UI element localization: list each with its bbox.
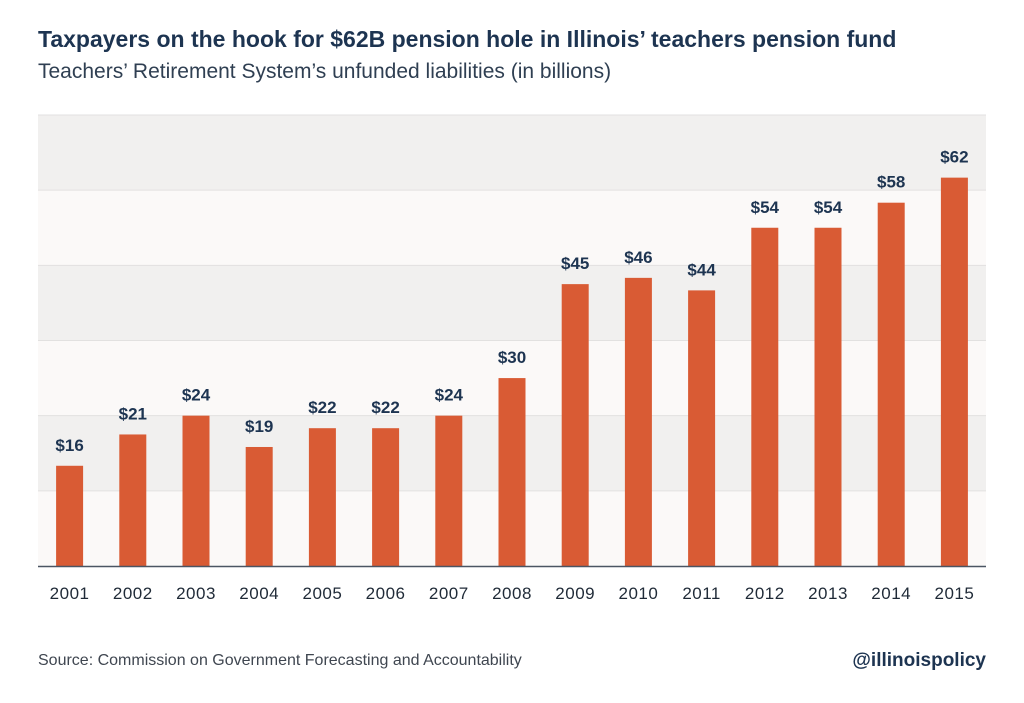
- chart-title: Taxpayers on the hook for $62B pension h…: [38, 26, 897, 52]
- background-band: [38, 265, 986, 341]
- value-label: $45: [561, 254, 589, 273]
- bars: [56, 177, 968, 566]
- bar-2002: [119, 434, 147, 566]
- x-tick-labels: 2001 2002 2003 2004 2005 2006 2007 2008 2009 2010…: [50, 584, 974, 603]
- value-label: $44: [687, 260, 716, 279]
- x-tick-label: 2014: [871, 584, 911, 603]
- bar-2005: [308, 428, 336, 566]
- bar-2003: [182, 415, 210, 566]
- value-labels: $16 $21 $24 $19 $22 $22 $24 $30 $45 $46 $44 $54 $54 $…: [55, 148, 968, 455]
- bar-2008: [498, 378, 526, 566]
- value-label: $30: [498, 348, 526, 367]
- chart-subtitle: Teachers’ Retirement System’s unfunded l…: [38, 60, 612, 83]
- x-tick-label: 2009: [555, 584, 595, 603]
- bar-2009: [561, 284, 589, 566]
- value-label: $46: [624, 248, 652, 267]
- x-tick-label: 2004: [239, 584, 279, 603]
- x-tick-label: 2001: [50, 584, 90, 603]
- value-label: $22: [371, 398, 399, 417]
- value-label: $24: [182, 386, 211, 405]
- background-band: [38, 115, 986, 191]
- x-tick-label: 2007: [429, 584, 469, 603]
- x-tick-label: 2010: [618, 584, 658, 603]
- bar-2015: [940, 177, 968, 566]
- twitter-handle: @illinoispolicy: [852, 650, 986, 671]
- value-label: $54: [814, 198, 843, 217]
- bar-2012: [751, 227, 779, 566]
- value-label: $16: [55, 436, 83, 455]
- value-label: $22: [308, 398, 336, 417]
- value-label: $19: [245, 417, 273, 436]
- x-tick-label: 2013: [808, 584, 848, 603]
- background-band: [38, 190, 986, 266]
- x-tick-label: 2003: [176, 584, 216, 603]
- bar-2014: [877, 202, 905, 566]
- bar-2004: [245, 446, 273, 566]
- value-label: $21: [119, 404, 147, 423]
- bar-2001: [56, 465, 84, 566]
- x-tick-label: 2015: [934, 584, 974, 603]
- source-note: Source: Commission on Government Forecas…: [38, 652, 522, 669]
- x-tick-label: 2012: [745, 584, 785, 603]
- x-tick-label: 2008: [492, 584, 532, 603]
- value-label: $54: [751, 198, 780, 217]
- x-tick-label: 2005: [302, 584, 342, 603]
- value-label: $58: [877, 173, 905, 192]
- bar-2010: [624, 277, 652, 566]
- value-label: $24: [435, 386, 464, 405]
- x-tick-label: 2006: [366, 584, 406, 603]
- value-label: $62: [940, 148, 968, 167]
- bar-2013: [814, 227, 842, 566]
- bar-2006: [372, 428, 400, 566]
- x-tick-label: 2011: [682, 584, 721, 603]
- bar-2007: [435, 415, 463, 566]
- bar-2011: [688, 290, 716, 566]
- x-tick-label: 2002: [113, 584, 153, 603]
